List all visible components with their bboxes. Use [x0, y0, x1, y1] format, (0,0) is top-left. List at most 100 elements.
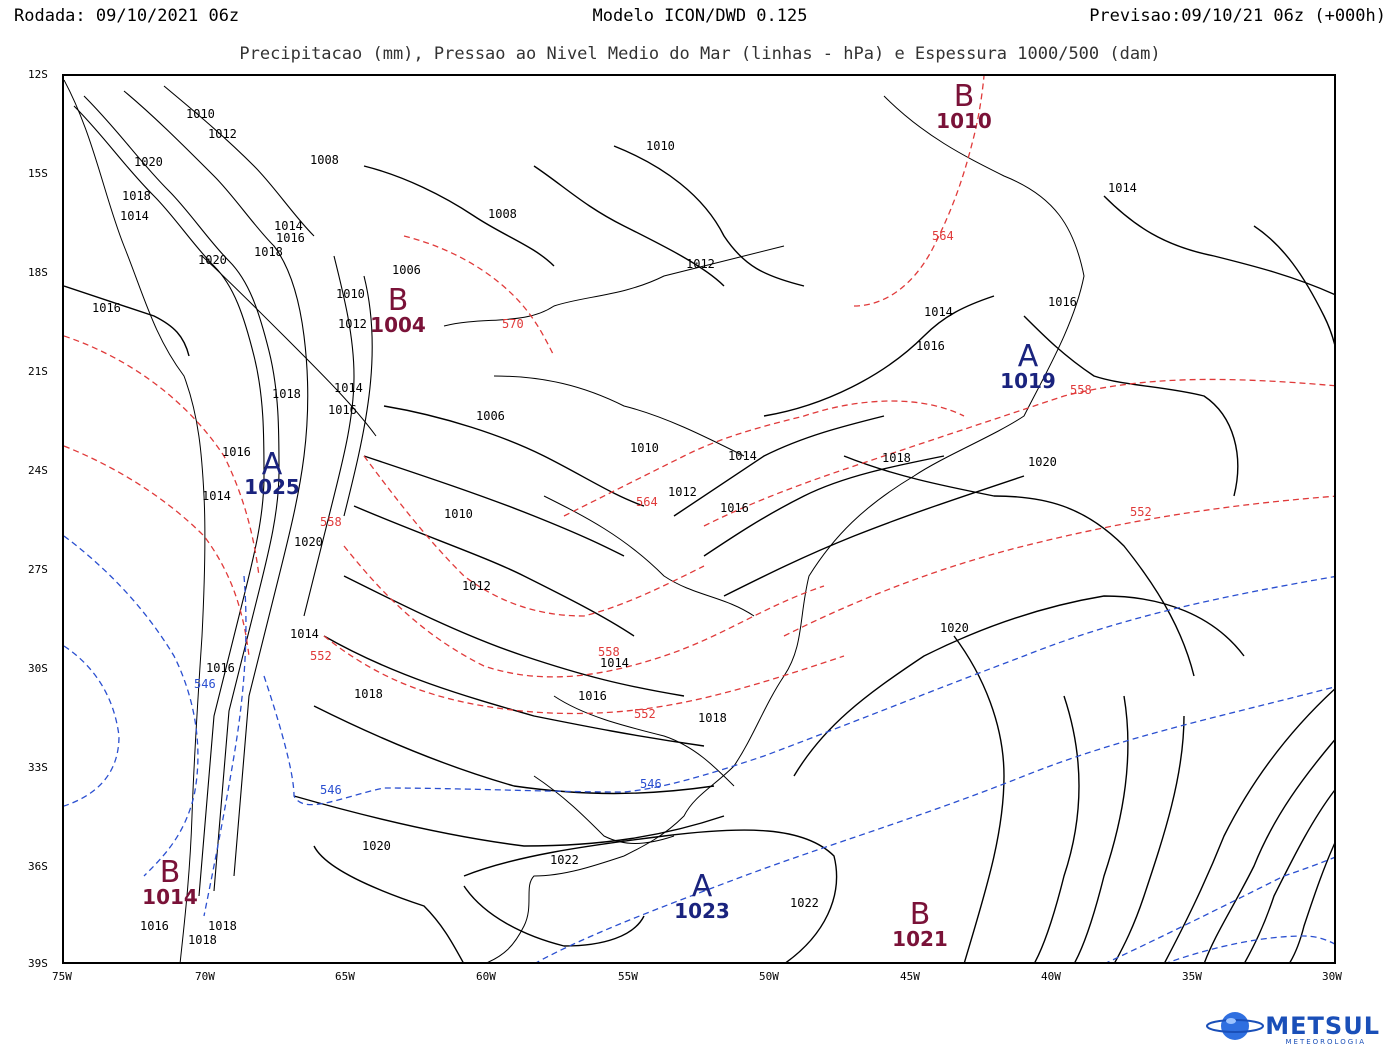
isobar-label: 1020 — [940, 621, 969, 635]
isobar-label: 1012 — [208, 127, 237, 141]
andes-contour — [303, 255, 355, 617]
isobar-label: 1014 — [120, 209, 149, 223]
isobar-label: 1016 — [140, 919, 169, 933]
isobar-line — [343, 575, 685, 697]
isobar-label: 1014 — [274, 219, 303, 233]
isobar-label: 1018 — [208, 919, 237, 933]
lat-tick-label: 36S — [28, 860, 48, 873]
isobar-label: 1016 — [92, 301, 121, 315]
isobar-label: 1006 — [476, 409, 505, 423]
run-label: Rodada: 09/10/2021 06z — [14, 6, 240, 26]
isobar-line — [463, 829, 838, 962]
map-subtitle: Precipitacao (mm), Pressao ao Nivel Medi… — [239, 44, 1161, 64]
metsul-logo: METSUL METEOROLOGIA — [1205, 1008, 1380, 1046]
border-3 — [543, 495, 755, 617]
isobar-line — [313, 705, 715, 795]
isobar-line — [1034, 695, 1080, 962]
isobar-label: 1014 — [924, 305, 953, 319]
isobar-label: 1018 — [698, 711, 727, 725]
logo-name: METSUL — [1265, 1012, 1380, 1040]
low-center-value: 1010 — [936, 109, 992, 133]
andes-contour — [343, 275, 373, 517]
isobar-label: 1012 — [668, 485, 697, 499]
isobar-line — [533, 165, 725, 287]
isobar-label: 1016 — [916, 339, 945, 353]
isobar-line — [793, 595, 1245, 777]
isobar-line — [383, 405, 645, 507]
isobar-label: 1012 — [462, 579, 491, 593]
thickness-line — [64, 445, 250, 657]
isobar-label: 1018 — [122, 189, 151, 203]
thickness-label: 558 — [598, 645, 620, 659]
isobar-line — [313, 845, 464, 962]
thickness-label: 570 — [502, 317, 524, 331]
lat-tick-label: 24S — [28, 464, 48, 477]
border-1 — [443, 245, 785, 327]
thickness-line — [853, 76, 985, 307]
isobar-label: 1010 — [646, 139, 675, 153]
andes-contour — [83, 95, 280, 892]
border-4 — [553, 695, 735, 787]
lat-tick-label: 39S — [28, 957, 48, 970]
pacific-coastline — [64, 79, 206, 962]
isobar-line — [1103, 195, 1334, 296]
high-center-letter: A — [262, 447, 283, 482]
thickness-line — [263, 576, 1334, 806]
isobar-label: 1022 — [550, 853, 579, 867]
isobar-line — [1289, 843, 1334, 962]
lon-tick-label: 30W — [1322, 970, 1342, 983]
pressure-centers: B 1010 B 1004 A 1019 A 1025 B 1014 A 102… — [142, 79, 1056, 951]
model-label: Modelo ICON/DWD 0.125 — [592, 6, 808, 26]
isobar-label: 1010 — [186, 107, 215, 121]
isobar-line — [1074, 695, 1129, 962]
andes-contour — [73, 105, 265, 897]
isobar-label: 1020 — [362, 839, 391, 853]
isobar-line — [953, 635, 1005, 962]
high-center-letter: A — [692, 869, 713, 904]
forecast-label: Previsao:09/10/21 06z (+000h) — [1089, 6, 1386, 26]
lon-tick-label: 75W — [52, 970, 72, 983]
isobar-line — [323, 635, 705, 747]
isobar-label: 1018 — [354, 687, 383, 701]
isobar-label: 1014 — [202, 489, 231, 503]
isobar-line — [843, 455, 1195, 677]
low-center-value: 1014 — [142, 885, 198, 909]
isobar-line — [1164, 688, 1334, 962]
isobar-label: 1020 — [294, 535, 323, 549]
thickness-line — [1167, 935, 1334, 962]
isobar-layer — [64, 145, 1334, 962]
isobar-label: 1008 — [310, 153, 339, 167]
thickness-line — [783, 495, 1334, 637]
isobar-line — [363, 455, 625, 557]
low-center-letter: B — [910, 897, 931, 932]
isobar-line — [1114, 715, 1185, 962]
isobar-label: 1014 — [600, 656, 629, 670]
isobar-line — [1204, 739, 1334, 962]
thickness-line — [64, 535, 199, 877]
logo-subtitle: METEOROLOGIA — [1285, 1038, 1366, 1046]
thickness-label: 552 — [634, 707, 656, 721]
isobar-label: 1022 — [790, 896, 819, 910]
isobar-label: 1016 — [206, 661, 235, 675]
thickness-label: 546 — [320, 783, 342, 797]
high-center-value: 1025 — [244, 475, 300, 499]
isobar-label: 1016 — [328, 403, 357, 417]
lat-tick-label: 30S — [28, 662, 48, 675]
weather-map: 1010 1012 1020 1018 1014 1008 1014 1016 … — [64, 76, 1334, 962]
isobar-label: 1014 — [290, 627, 319, 641]
lat-tick-label: 21S — [28, 365, 48, 378]
isobar-line — [673, 415, 885, 517]
map-panel: 1010 1012 1020 1018 1014 1008 1014 1016 … — [62, 74, 1336, 964]
isobar-label: 1010 — [444, 507, 473, 521]
lat-tick-label: 18S — [28, 266, 48, 279]
isobar-line — [1244, 790, 1334, 962]
isobar-label: 1012 — [338, 317, 367, 331]
thickness-line — [363, 455, 705, 617]
andes-contour — [123, 90, 309, 877]
isobar-line — [723, 475, 1025, 597]
high-center-value: 1023 — [674, 899, 730, 923]
isobar-line — [1253, 225, 1334, 345]
thickness-line — [323, 635, 845, 715]
thickness-cold-layer — [64, 535, 1334, 962]
lon-tick-label: 45W — [900, 970, 920, 983]
